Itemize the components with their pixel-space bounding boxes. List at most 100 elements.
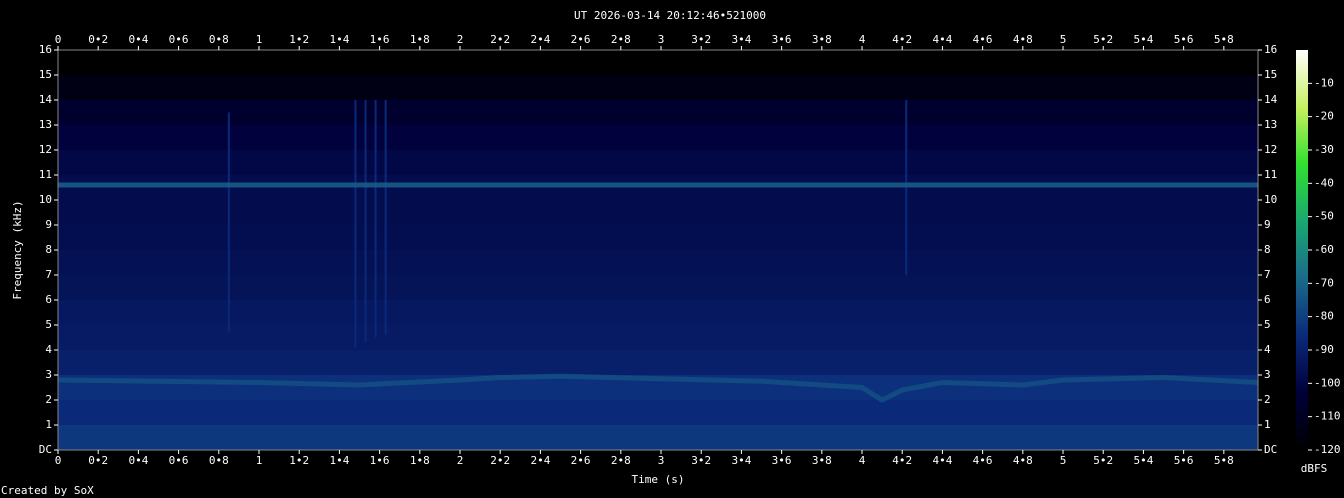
x-tick-label: 5•4 xyxy=(1133,454,1153,467)
x-tick-label: 5•8 xyxy=(1214,454,1234,467)
colorbar-tick-label: -80 xyxy=(1314,310,1334,323)
y-tick-label: 9 xyxy=(1264,218,1271,231)
x-tick-label: 0•4 xyxy=(128,454,148,467)
x-tick-label: 5 xyxy=(1060,454,1067,467)
colorbar-tick-label: -30 xyxy=(1314,143,1334,156)
y-tick-label: 6 xyxy=(45,293,52,306)
y-tick-label: 4 xyxy=(45,343,52,356)
x-tick-label: 2•4 xyxy=(530,33,550,46)
colorbar-tick-label: -10 xyxy=(1314,76,1334,89)
y-tick-label: 3 xyxy=(45,368,52,381)
x-tick-label: 4•2 xyxy=(892,33,912,46)
y-tick-label: 13 xyxy=(39,118,52,131)
x-tick-label: 3•8 xyxy=(812,33,832,46)
x-tick-label: 5 xyxy=(1060,33,1067,46)
tone-line xyxy=(57,373,1259,403)
y-tick-label: 7 xyxy=(45,268,52,281)
y-tick-label: 5 xyxy=(45,318,52,331)
x-axis-label: Time (s) xyxy=(632,473,685,486)
x-tick-label: 4 xyxy=(859,33,866,46)
spectrum-band xyxy=(58,125,1258,150)
x-tick-label: 3•2 xyxy=(691,454,711,467)
x-tick-label: 1•6 xyxy=(370,33,390,46)
y-tick-label: 6 xyxy=(1264,293,1271,306)
x-tick-label: 2 xyxy=(457,454,464,467)
y-tick-label: 11 xyxy=(1264,168,1277,181)
spectrum-band xyxy=(58,325,1258,350)
y-axis-label: Frequency (kHz) xyxy=(11,200,24,299)
x-tick-label: 3•6 xyxy=(772,33,792,46)
y-tick-label: 1 xyxy=(1264,418,1271,431)
x-tick-label: 1•4 xyxy=(329,454,349,467)
colorbar-tick-label: -20 xyxy=(1314,110,1334,123)
spectrum-band xyxy=(58,150,1258,175)
spectrum-band xyxy=(58,425,1258,450)
x-tick-label: 4•8 xyxy=(1013,454,1033,467)
x-tick-label: 1•2 xyxy=(289,454,309,467)
x-tick-label: 2 xyxy=(457,33,464,46)
y-tick-label: 12 xyxy=(1264,143,1277,156)
x-tick-label: 1 xyxy=(256,33,263,46)
y-tick-label: 15 xyxy=(1264,68,1277,81)
spectrum-band xyxy=(58,225,1258,250)
spectrum-band xyxy=(58,75,1258,100)
colorbar-tick-label: -110 xyxy=(1314,410,1341,423)
y-tick-label: 2 xyxy=(1264,393,1271,406)
y-tick-label: 10 xyxy=(1264,193,1277,206)
x-tick-label: 0•6 xyxy=(169,33,189,46)
colorbar-tick-label: -70 xyxy=(1314,276,1334,289)
y-tick-label: 13 xyxy=(1264,118,1277,131)
spectrum-band xyxy=(58,300,1258,325)
x-tick-label: 3•2 xyxy=(691,33,711,46)
colorbar-tick-label: -50 xyxy=(1314,210,1334,223)
y-tick-label: 8 xyxy=(1264,243,1271,256)
x-tick-label: 1•4 xyxy=(329,33,349,46)
x-tick-label: 2•8 xyxy=(611,33,631,46)
y-tick-label: 8 xyxy=(45,243,52,256)
y-tick-label: 16 xyxy=(1264,43,1277,56)
x-tick-label: 5•4 xyxy=(1133,33,1153,46)
x-tick-label: 3•4 xyxy=(731,454,751,467)
x-tick-label: 3•6 xyxy=(772,454,792,467)
y-tick-label: 4 xyxy=(1264,343,1271,356)
spectrum-band xyxy=(58,275,1258,300)
y-tick-label: 5 xyxy=(1264,318,1271,331)
y-tick-label: 15 xyxy=(39,68,52,81)
x-tick-label: 5•6 xyxy=(1174,33,1194,46)
x-tick-label: 1•8 xyxy=(410,454,430,467)
x-tick-label: 0•2 xyxy=(88,33,108,46)
x-tick-label: 5•2 xyxy=(1093,454,1113,467)
x-tick-label: 4•6 xyxy=(973,33,993,46)
x-tick-label: 2•6 xyxy=(571,454,591,467)
y-tick-label: 7 xyxy=(1264,268,1271,281)
y-tick-label: 9 xyxy=(45,218,52,231)
x-tick-label: 4•8 xyxy=(1013,33,1033,46)
spectrum-band xyxy=(58,400,1258,425)
x-tick-label: 5•8 xyxy=(1214,33,1234,46)
x-tick-label: 5•6 xyxy=(1174,454,1194,467)
credit: Created by SoX xyxy=(1,484,94,497)
x-tick-label: 0 xyxy=(55,454,62,467)
colorbar xyxy=(1296,50,1308,450)
spectrum-band xyxy=(58,50,1258,75)
x-tick-label: 4•4 xyxy=(932,33,952,46)
x-tick-label: 5•2 xyxy=(1093,33,1113,46)
spectrum-band xyxy=(58,350,1258,375)
x-tick-label: 0•2 xyxy=(88,454,108,467)
y-tick-label: 11 xyxy=(39,168,52,181)
colorbar-tick-label: -100 xyxy=(1314,376,1341,389)
x-tick-label: 3 xyxy=(658,454,665,467)
y-tick-label: DC xyxy=(1264,443,1277,456)
x-tick-label: 2•6 xyxy=(571,33,591,46)
y-tick-label: 10 xyxy=(39,193,52,206)
spectrum-band xyxy=(58,250,1258,275)
x-tick-label: 1•8 xyxy=(410,33,430,46)
x-tick-label: 0•4 xyxy=(128,33,148,46)
x-tick-label: 0•8 xyxy=(209,33,229,46)
x-tick-label: 0•6 xyxy=(169,454,189,467)
x-tick-label: 0•8 xyxy=(209,454,229,467)
colorbar-tick-label: -60 xyxy=(1314,243,1334,256)
y-tick-label: DC xyxy=(39,443,52,456)
x-tick-label: 2•8 xyxy=(611,454,631,467)
